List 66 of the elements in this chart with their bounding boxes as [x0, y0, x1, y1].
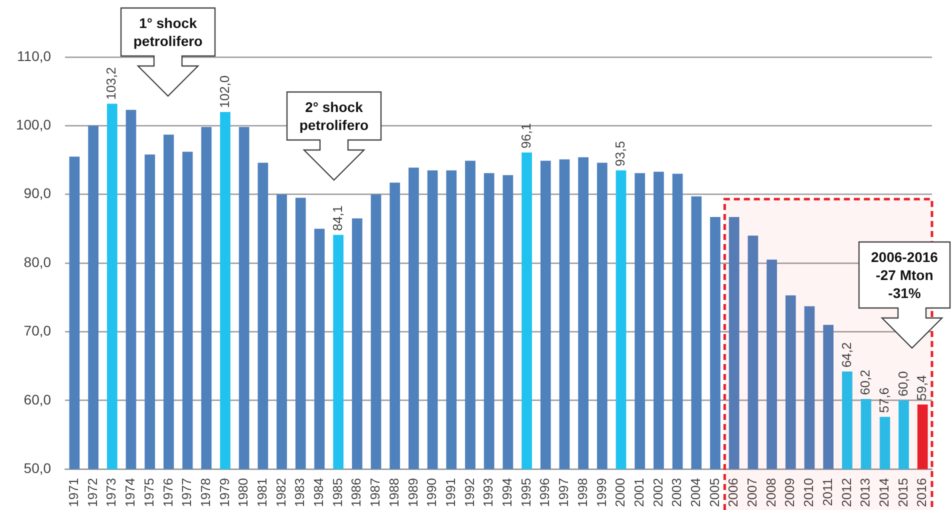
x-tick-label: 1976	[160, 478, 176, 507]
data-label: 84,1	[330, 206, 345, 231]
x-tick-label: 1982	[273, 478, 288, 507]
x-tick-label: 2010	[801, 478, 816, 507]
x-tick-label: 1994	[500, 478, 515, 507]
x-tick-label: 1973	[104, 478, 119, 507]
data-label: 60,2	[858, 370, 873, 396]
data-label: 57,6	[876, 388, 892, 413]
x-tick-label: 1980	[236, 478, 251, 507]
x-tick-label: 1998	[574, 478, 590, 507]
x-tick-label: 1991	[442, 478, 458, 507]
annotation: 2° shock petrolifero	[298, 98, 370, 134]
x-tick-label: 1988	[386, 478, 402, 507]
x-tick-label: 1987	[368, 478, 383, 507]
x-tick-label: 1989	[405, 478, 420, 507]
x-tick-label: 2005	[706, 478, 722, 507]
x-tick-label: 2004	[688, 478, 703, 507]
annotation: 2006-2016 -27 Mton -31%	[870, 248, 939, 302]
x-tick-label: 1990	[424, 478, 440, 507]
y-tick-label: 90,0	[24, 185, 52, 202]
x-tick-label: 2007	[744, 478, 760, 507]
x-tick-label: 1981	[254, 478, 270, 507]
x-tick-label: 2009	[782, 478, 798, 507]
y-tick-label: 70,0	[24, 322, 52, 339]
data-label: 93,5	[612, 141, 628, 166]
x-tick-label: 1997	[556, 478, 572, 507]
x-tick-label: 2002	[650, 478, 666, 507]
x-tick-label: 1984	[311, 478, 326, 507]
x-tick-label: 2014	[876, 478, 892, 507]
y-tick-label: 60,0	[24, 391, 52, 408]
x-tick-label: 1993	[480, 478, 496, 507]
x-tick-label: 2016	[914, 478, 930, 507]
data-label: 96,1	[518, 123, 534, 148]
y-tick-label: 100,0	[16, 116, 52, 133]
x-tick-label: 2011	[820, 478, 835, 506]
x-tick-label: 1999	[594, 478, 609, 507]
x-tick-label: 1979	[216, 478, 232, 507]
x-tick-label: 1995	[518, 478, 534, 507]
data-label: 59,4	[914, 375, 930, 401]
x-tick-label: 1974	[122, 478, 138, 507]
x-tick-label: 1978	[198, 478, 213, 507]
x-tick-label: 2008	[763, 478, 778, 507]
data-label: 102,0	[216, 75, 232, 108]
x-tick-label: 1996	[537, 478, 552, 507]
data-label: 64,2	[838, 342, 854, 368]
x-tick-label: 1975	[141, 478, 156, 507]
y-tick-label: 50,0	[24, 460, 52, 476]
x-tick-label: 1986	[348, 478, 364, 507]
x-tick-label: 1971	[66, 478, 82, 507]
x-tick-label: 1977	[179, 478, 194, 507]
y-tick-label: 80,0	[24, 254, 52, 270]
x-tick-label: 2012	[838, 478, 854, 507]
data-label: 60,0	[895, 371, 910, 396]
x-tick-label: 2015	[895, 478, 910, 507]
y-tick-label: 110,0	[17, 48, 52, 64]
data-label: 103,2	[104, 67, 119, 100]
x-tick-label: 2000	[612, 478, 628, 507]
x-tick-label: 2003	[669, 478, 684, 507]
x-tick-label: 1985	[330, 478, 345, 507]
x-tick-label: 2013	[858, 478, 873, 507]
x-tick-label: 2006	[726, 478, 741, 507]
x-tick-label: 1972	[84, 478, 100, 507]
x-tick-label: 1992	[462, 478, 477, 507]
x-tick-label: 2001	[631, 478, 646, 507]
x-tick-label: 1983	[292, 478, 308, 507]
text: 1° shock petrolifero	[132, 14, 204, 50]
